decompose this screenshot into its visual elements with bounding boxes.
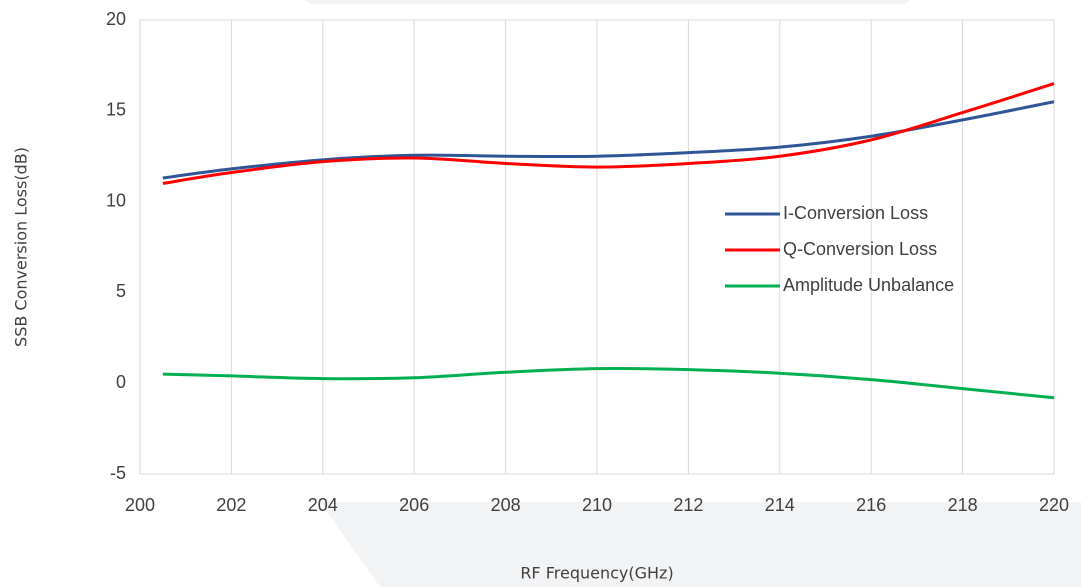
x-tick-label: 216 [856,495,886,515]
background-shape [320,502,1081,587]
background-shape [305,0,910,4]
x-tick-label: 204 [308,495,338,515]
x-tick-label: 220 [1039,495,1069,515]
y-tick-label: 0 [116,372,126,392]
x-tick-label: 202 [216,495,246,515]
y-tick-label: 15 [106,100,126,120]
y-axis-title: SSB Conversion Loss(dB) [12,147,31,347]
x-tick-label: 206 [399,495,429,515]
legend-label: Q-Conversion Loss [783,239,937,259]
x-tick-label: 218 [948,495,978,515]
y-tick-label: -5 [110,463,126,483]
y-tick-label: 20 [106,9,126,29]
x-tick-label: 214 [765,495,795,515]
series-line [162,367,1055,400]
y-tick-label: 5 [116,281,126,301]
y-tick-label: 10 [106,190,126,210]
legend-label: I-Conversion Loss [783,203,928,223]
x-tick-label: 200 [125,495,155,515]
legend-label: Amplitude Unbalance [783,275,954,295]
series-line [162,82,1055,185]
x-axis-title: RF Frequency(GHz) [520,564,673,583]
x-tick-label: 210 [582,495,612,515]
x-tick-label: 208 [491,495,521,515]
x-tick-label: 212 [673,495,703,515]
